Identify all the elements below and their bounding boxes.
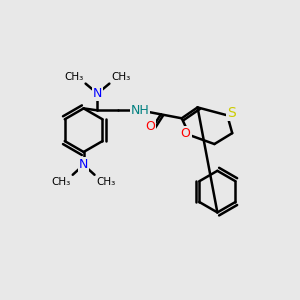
Text: CH₃: CH₃ (111, 72, 130, 82)
Text: S: S (227, 106, 236, 120)
Text: CH₃: CH₃ (64, 72, 84, 82)
Text: O: O (181, 127, 190, 140)
Text: N: N (93, 87, 102, 100)
Text: N: N (79, 158, 88, 171)
Text: CH₃: CH₃ (52, 177, 71, 187)
Text: NH: NH (131, 104, 149, 117)
Text: O: O (145, 120, 155, 133)
Text: CH₃: CH₃ (97, 177, 116, 187)
